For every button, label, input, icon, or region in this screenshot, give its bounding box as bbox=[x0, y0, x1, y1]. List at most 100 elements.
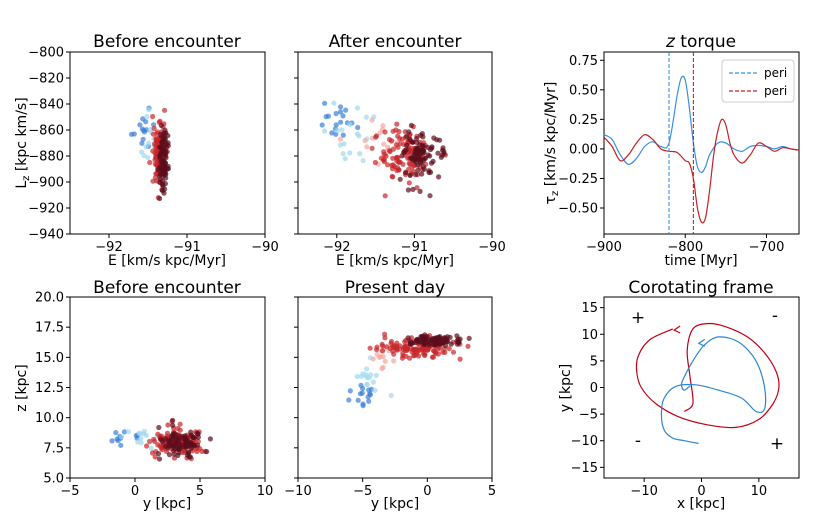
scatter-points bbox=[128, 105, 171, 202]
scatter-point-red bbox=[199, 448, 205, 454]
scatter-point-light-red bbox=[369, 117, 375, 123]
scatter-point-blue bbox=[140, 136, 146, 142]
scatter-point-dark-red bbox=[188, 429, 194, 435]
scatter-point-light-blue bbox=[322, 128, 328, 134]
scatter-point-red bbox=[390, 343, 396, 350]
x-tick-label: 0 bbox=[423, 484, 431, 499]
y-tick-label: −840 bbox=[28, 98, 64, 113]
y-tick-label: −880 bbox=[28, 150, 64, 165]
scatter-point-red bbox=[369, 145, 375, 151]
scatter-point-dark-red bbox=[162, 181, 168, 187]
y-tick-label: −820 bbox=[28, 72, 64, 87]
scatter-point-light-blue bbox=[364, 366, 370, 372]
y-tick-label: −10 bbox=[571, 434, 598, 449]
scatter-point-red bbox=[381, 156, 387, 162]
scatter-point-blue bbox=[359, 390, 365, 396]
scatter-point-dark-red bbox=[423, 336, 429, 342]
scatter-point-light-blue bbox=[145, 155, 151, 161]
x-axis-label: y [kpc] bbox=[371, 496, 419, 512]
y-tick-label: 10 bbox=[581, 328, 598, 343]
scatter-point-red bbox=[390, 174, 396, 180]
y-ticks bbox=[294, 296, 298, 479]
scatter-point-dark-red bbox=[155, 451, 162, 457]
y-axis-label: Lz [kpc km/s] bbox=[14, 97, 32, 188]
scatter-point-dark-red bbox=[158, 145, 164, 151]
scatter-point-dark-red bbox=[438, 154, 444, 160]
y-tick-label: −860 bbox=[28, 124, 64, 139]
scatter-point-dark-red bbox=[195, 434, 201, 440]
x-tick-label: −10 bbox=[630, 484, 657, 499]
scatter-point-red bbox=[384, 344, 390, 350]
y-axis-label: z [kpc] bbox=[14, 364, 30, 411]
scatter-point-dark-red bbox=[176, 450, 182, 456]
scatter-point-dark-red bbox=[403, 170, 409, 176]
scatter-point-light-red bbox=[379, 366, 385, 372]
scatter-point-red bbox=[381, 149, 387, 155]
scatter-point-red bbox=[396, 128, 402, 135]
scatter-point-light-blue bbox=[138, 436, 144, 442]
y-tick-label: 10.0 bbox=[35, 411, 64, 426]
scatter-point-dark-red bbox=[156, 173, 163, 179]
scatter-point-red bbox=[157, 118, 163, 124]
scatter-point-dark-red bbox=[189, 442, 195, 448]
scatter-point-dark-red bbox=[441, 340, 447, 346]
scatter-point-dark-red bbox=[163, 436, 169, 442]
scatter-point-red bbox=[388, 338, 395, 345]
scatter-point-red bbox=[147, 159, 153, 166]
scatter-point-dark-red bbox=[157, 153, 163, 159]
x-tick-label: 10 bbox=[257, 484, 274, 499]
scatter-point-dark-red bbox=[155, 166, 161, 173]
scatter-point-blue bbox=[360, 385, 366, 392]
x-tick-label: −91 bbox=[401, 240, 428, 255]
scatter-point-red bbox=[151, 125, 157, 131]
scatter-point-light-blue bbox=[139, 149, 145, 155]
panel-before-encounter-energy: Before encounter E [km/s kpc/Myr] Lz [kp… bbox=[14, 32, 279, 269]
scatter-point-light-red bbox=[391, 358, 397, 364]
scatter-point-dark-red bbox=[162, 127, 168, 133]
scatter-point-dark-red bbox=[434, 137, 440, 143]
x-tick-label: 5 bbox=[196, 484, 204, 499]
series-line-red bbox=[603, 118, 800, 224]
scatter-point-red bbox=[158, 445, 164, 451]
scatter-point-dark-red bbox=[186, 454, 192, 460]
scatter-point-red bbox=[147, 438, 153, 445]
scatter-point-light-red bbox=[380, 123, 386, 129]
scatter-point-blue bbox=[333, 110, 339, 117]
x-tick-label: 5 bbox=[488, 484, 496, 499]
scatter-point-red bbox=[403, 353, 409, 359]
y-tick-label: 7.5 bbox=[43, 441, 64, 456]
scatter-point-red bbox=[407, 161, 413, 167]
x-tick-label: −92 bbox=[95, 240, 122, 255]
scatter-point-blue bbox=[338, 119, 344, 125]
scatter-point-dark-red bbox=[448, 341, 454, 347]
orbit-lines bbox=[635, 322, 780, 444]
y-tick-label: 5.0 bbox=[43, 472, 64, 487]
scatter-point-dark-red bbox=[426, 168, 432, 174]
x-tick-label: −90 bbox=[478, 240, 505, 255]
y-tick-label: −920 bbox=[28, 202, 64, 217]
scatter-point-blue bbox=[360, 403, 366, 409]
scatter-point-red bbox=[406, 166, 412, 172]
scatter-point-red bbox=[367, 345, 373, 351]
scatter-point-blue bbox=[366, 398, 372, 404]
scatter-point-dark-red bbox=[191, 434, 197, 441]
scatter-point-blue bbox=[337, 109, 344, 115]
scatter-point-light-blue bbox=[141, 428, 147, 434]
scatter-point-red bbox=[372, 159, 378, 166]
scatter-point-dark-red bbox=[170, 417, 176, 423]
x-axis-label: y [kpc] bbox=[143, 496, 191, 512]
x-ticks: −92 −91 −90 bbox=[323, 234, 506, 255]
scatter-point-dark-red bbox=[435, 150, 441, 156]
scatter-point-red bbox=[385, 162, 391, 168]
x-tick-label: −90 bbox=[251, 240, 278, 255]
scatter-point-light-red bbox=[382, 358, 388, 364]
y-tick-label: −5 bbox=[579, 408, 598, 423]
scatter-points bbox=[319, 100, 448, 199]
scatter-point-blue bbox=[333, 122, 339, 128]
scatter-point-dark-red bbox=[168, 440, 174, 446]
scatter-point-dark-red bbox=[466, 335, 472, 341]
scatter-point-light-blue bbox=[356, 133, 362, 139]
scatter-point-dark-red bbox=[413, 172, 419, 178]
scatter-point-red bbox=[395, 144, 401, 150]
